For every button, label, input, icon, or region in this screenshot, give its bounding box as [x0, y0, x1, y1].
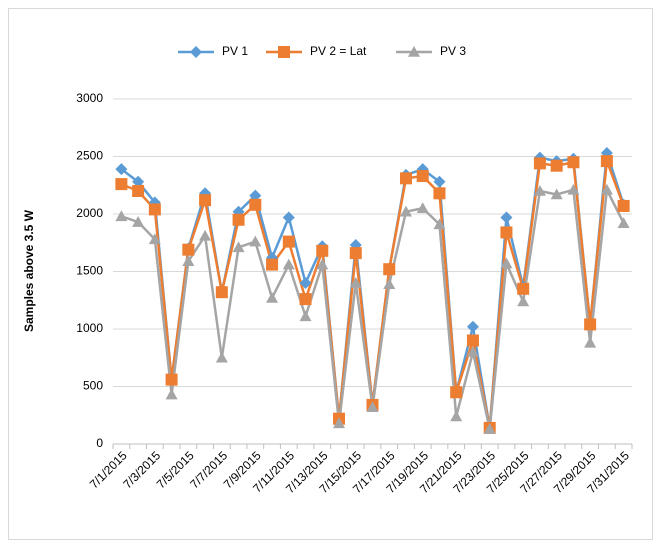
legend-label: PV 2 = Lat: [310, 44, 367, 58]
marker: [199, 194, 212, 207]
marker: [500, 226, 513, 239]
marker: [316, 258, 329, 270]
marker: [450, 410, 463, 422]
y-tick-label: 1000: [76, 321, 103, 335]
marker: [190, 46, 202, 58]
marker: [567, 183, 580, 195]
marker: [466, 320, 479, 333]
marker: [550, 159, 563, 172]
marker: [433, 175, 446, 188]
y-tick-label: 3000: [76, 91, 103, 105]
marker: [333, 417, 346, 429]
marker: [584, 336, 597, 348]
y-tick-label: 1500: [76, 264, 103, 278]
marker: [600, 155, 613, 168]
marker: [408, 46, 420, 57]
marker: [132, 216, 145, 227]
marker: [500, 257, 513, 269]
marker: [567, 156, 580, 169]
y-axis-label: Samples above 3.5 W: [22, 209, 36, 332]
marker: [517, 282, 530, 295]
marker: [232, 213, 245, 226]
marker: [282, 258, 295, 270]
marker: [299, 310, 312, 322]
marker: [416, 202, 429, 214]
marker: [115, 210, 128, 222]
marker: [399, 172, 412, 185]
marker: [282, 235, 295, 248]
legend-label: PV 1: [222, 44, 248, 58]
marker: [466, 346, 479, 357]
marker: [165, 388, 178, 400]
marker: [383, 263, 396, 276]
marker: [266, 258, 279, 271]
chart-border: [8, 8, 653, 540]
marker: [249, 235, 262, 247]
marker: [399, 205, 412, 217]
marker: [600, 183, 613, 195]
marker: [533, 185, 546, 196]
marker: [349, 247, 362, 260]
marker: [278, 46, 290, 58]
marker: [416, 170, 429, 183]
marker: [249, 198, 262, 211]
marker: [165, 373, 178, 386]
marker: [500, 211, 513, 224]
marker: [517, 295, 530, 307]
marker: [232, 241, 245, 253]
marker: [215, 286, 228, 299]
y-tick-label: 500: [83, 379, 103, 393]
marker: [383, 278, 396, 289]
legend-label: PV 3: [440, 44, 466, 58]
marker: [132, 185, 145, 197]
marker: [366, 401, 379, 412]
marker: [182, 255, 195, 266]
marker: [282, 211, 295, 224]
marker: [148, 233, 161, 245]
y-tick-label: 0: [96, 436, 103, 450]
marker: [466, 334, 479, 347]
marker: [199, 229, 212, 241]
marker: [148, 203, 161, 216]
marker: [483, 423, 496, 434]
marker: [550, 188, 563, 200]
marker: [299, 293, 312, 306]
marker: [115, 163, 128, 176]
marker: [266, 291, 279, 303]
marker: [533, 157, 546, 170]
y-tick-label: 2500: [76, 149, 103, 163]
y-tick-label: 2000: [76, 206, 103, 220]
marker: [617, 199, 630, 212]
marker: [349, 277, 362, 288]
marker: [249, 189, 262, 202]
marker: [132, 175, 145, 188]
marker: [433, 218, 446, 230]
marker: [584, 318, 597, 331]
marker: [299, 277, 312, 289]
marker: [182, 243, 195, 256]
marker: [215, 351, 228, 363]
marker: [316, 244, 329, 257]
marker: [115, 178, 128, 191]
marker: [450, 386, 463, 399]
marker: [617, 217, 630, 228]
marker: [433, 187, 446, 200]
